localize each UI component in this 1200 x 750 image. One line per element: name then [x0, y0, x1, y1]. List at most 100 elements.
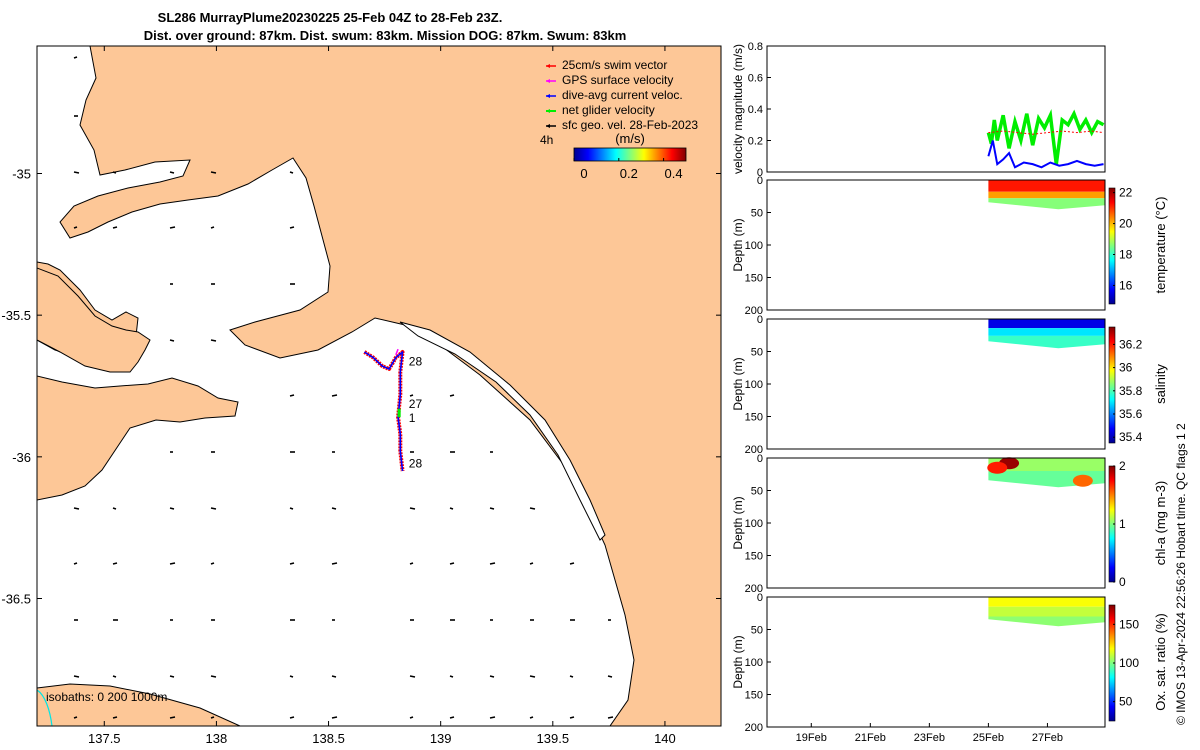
colorbar-tick-label: 150 — [1119, 617, 1139, 631]
sfc-geo-arrow — [529, 675, 536, 678]
sfc-geo-arrow — [289, 675, 294, 678]
velocity-y-tick-label: 0.2 — [748, 136, 763, 148]
profile-panel-chla: 0 50 100 150 200 Depth (m) 0 1 2 chl-a (mg m-3) — [731, 453, 1168, 595]
sfc-geo-arrow — [73, 171, 80, 174]
velocity-axes-bg — [767, 46, 1105, 172]
map-y-ticks: -35 -35.5 -36 -36.5 — [1, 167, 721, 607]
sfc-geo-arrow — [529, 562, 534, 565]
depth-tick-label: 150 — [745, 273, 763, 285]
sfc-geo-arrow — [112, 171, 117, 174]
sfc-geo-arrow — [210, 716, 215, 719]
sfc-geo-arrow — [73, 562, 78, 565]
profile-ylabel: Depth (m) — [731, 218, 745, 271]
map-y-tick-label: -36 — [12, 450, 31, 465]
colorbar-tick-label: 35.6 — [1119, 407, 1143, 421]
track-gps-surface — [395, 348, 399, 356]
profile-patch — [987, 461, 1008, 474]
sfc-geo-arrow — [289, 226, 295, 229]
sfc-geo-arrow — [73, 56, 78, 59]
sfc-geo-arrow — [331, 562, 338, 565]
profile-layer — [988, 198, 1105, 210]
time-tick-label: 27Feb — [1032, 732, 1063, 744]
legend-label-dive-avg: dive-avg current veloc. — [562, 88, 683, 102]
velocity-series-dive_avg_current — [987, 140, 1104, 169]
velocity-y-tick-label: 0.6 — [748, 73, 763, 85]
sfc-geo-arrow — [569, 716, 575, 719]
depth-tick-label: 150 — [745, 551, 763, 563]
sfc-geo-arrow — [169, 716, 176, 719]
sfc-geo-arrow — [210, 562, 215, 565]
profile-panel-oxygen: 0 50 100 150 200 Depth (m) 50 100 150 Ox. sat. ra… — [731, 592, 1168, 734]
colorbar-tick-label: 100 — [1119, 656, 1139, 670]
depth-tick-label: 0 — [757, 175, 763, 187]
sfc-geo-arrow — [289, 716, 295, 719]
sfc-geo-arrow — [489, 507, 495, 510]
profile-colorbar — [1108, 326, 1116, 444]
depth-tick-label: 0 — [757, 453, 763, 465]
time-x-ticks: 19Feb 21Feb 23Feb 25Feb 27Feb — [796, 723, 1063, 744]
sfc-geo-arrow — [449, 562, 455, 565]
depth-tick-label: 200 — [745, 583, 763, 595]
colorbar-side-label: 4h — [540, 133, 553, 147]
profile-ylabel: Depth (m) — [731, 357, 745, 410]
legend-entry-swim-vector: 25cm/s swim vector — [546, 58, 667, 72]
credit-text: © IMOS 13-Apr-2024 22:56:26 Hobart time.… — [1174, 423, 1188, 725]
glider-track — [363, 348, 405, 472]
sfc-geo-arrow — [489, 675, 495, 678]
legend-label-net-glider: net glider velocity — [562, 103, 655, 117]
profile-layer — [988, 597, 1105, 607]
sfc-geo-arrow — [289, 562, 295, 565]
legend-arrowhead-swim — [546, 64, 550, 68]
depth-tick-label: 100 — [745, 657, 763, 669]
profile-panel-salinity: 0 50 100 150 200 Depth (m) 35.4 35.6 35.8 36 36.2 s… — [731, 314, 1168, 456]
sfc-geo-arrow — [112, 507, 117, 510]
sfc-geo-arrow — [449, 394, 455, 397]
profile-layer — [988, 319, 1105, 329]
map-y-tick-label: -35 — [12, 167, 31, 182]
sfc-geo-arrow — [607, 675, 613, 678]
sfc-geo-arrow — [169, 675, 175, 678]
depth-tick-label: 150 — [745, 690, 763, 702]
sfc-geo-arrow — [73, 675, 80, 678]
colorbar-tick-label: 0 — [1119, 575, 1126, 589]
sfc-geo-arrow — [529, 507, 536, 510]
sfc-geo-arrow — [409, 394, 414, 397]
colorbar-label: Ox. sat. ratio (%) — [1153, 613, 1168, 711]
depth-tick-label: 100 — [745, 518, 763, 530]
map-x-tick-label: 139.5 — [537, 731, 570, 746]
profile-colorbar — [1108, 187, 1116, 305]
legend-entry-dive-avg: dive-avg current veloc. — [546, 88, 683, 102]
map-x-tick-label: 137.5 — [88, 731, 121, 746]
sfc-geo-arrow — [449, 507, 454, 510]
depth-tick-label: 200 — [745, 444, 763, 456]
profile-panel-temperature: 0 50 100 150 200 Depth (m) 16 18 20 22 temperature… — [731, 175, 1168, 317]
depth-tick-label: 0 — [757, 592, 763, 604]
depth-tick-label: 150 — [745, 412, 763, 424]
colorbar-tick-label: 2 — [1119, 459, 1126, 473]
depth-tick-label: 50 — [751, 486, 763, 498]
profile-layer — [988, 328, 1105, 336]
profile-layer — [988, 335, 1105, 349]
sfc-geo-arrow — [289, 394, 295, 397]
legend-label-gps-surface: GPS surface velocity — [562, 73, 673, 87]
sfc-geo-arrow — [409, 716, 414, 719]
velocity-ylabel: velocity magnitude (m/s) — [731, 44, 745, 174]
sfc-geo-arrow — [449, 675, 454, 678]
depth-tick-label: 100 — [745, 240, 763, 252]
day-label: 28 — [409, 457, 423, 471]
speed-colorbar-tick-label: 0.2 — [620, 166, 638, 181]
isobaths-label: isobaths: 0 200 1000m — [46, 690, 167, 704]
sfc-geo-arrow — [210, 675, 217, 678]
colorbar-tick-label: 16 — [1119, 278, 1133, 292]
depth-tick-label: 100 — [745, 379, 763, 391]
sfc-geo-arrow — [169, 562, 176, 565]
legend-arrowhead-gps — [546, 79, 550, 83]
day-labels: 28 271 28 — [409, 355, 423, 471]
legend-entry-net-glider: net glider velocity — [546, 103, 655, 117]
colorbar-tick-label: 36.2 — [1119, 337, 1143, 351]
sfc-geo-arrow — [409, 562, 414, 565]
colorbar-tick-label: 35.8 — [1119, 384, 1143, 398]
profile-layer — [988, 180, 1105, 192]
sfc-geo-arrow — [169, 507, 175, 510]
